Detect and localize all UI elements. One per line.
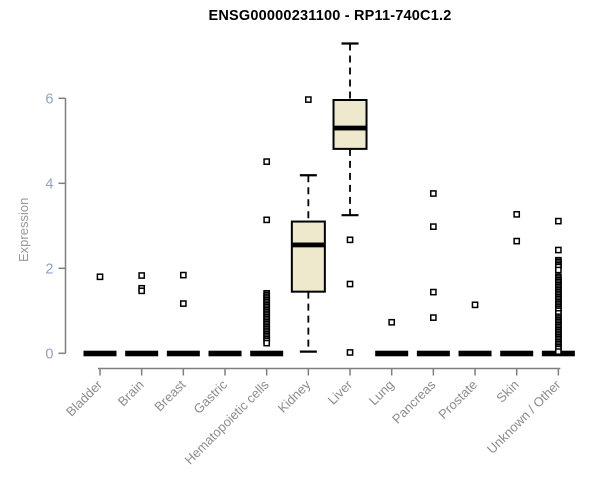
x-tick-label: Breast: [151, 377, 188, 414]
outlier-point: [346, 280, 354, 288]
box-6: [332, 99, 368, 150]
outlier-point: [263, 216, 271, 224]
outlier-point: [430, 288, 437, 296]
x-tick-label: Pancreas: [389, 377, 439, 427]
outlier-point: [263, 158, 271, 165]
outlier-point: [179, 271, 187, 279]
outlier-point: [513, 210, 521, 218]
median-line: [333, 125, 367, 131]
x-tick-label: Skin: [493, 377, 521, 405]
zero-box-3: [208, 350, 242, 357]
zero-box-1: [125, 350, 159, 357]
zero-box-0: [83, 350, 117, 357]
outlier-point: [96, 273, 104, 281]
outlier-point: [263, 339, 271, 347]
x-tick-label: Unknown / Other: [484, 377, 564, 457]
outlier-point: [346, 236, 354, 244]
y-tick-label: 0: [45, 346, 53, 362]
zero-box-4: [250, 350, 284, 357]
outlier-point: [138, 287, 146, 295]
outlier-point: [555, 266, 562, 274]
y-tick-label: 4: [45, 176, 53, 192]
median-line: [291, 242, 325, 248]
x-tick-label: Gastric: [190, 377, 230, 417]
outlier-point: [430, 223, 437, 231]
outlier-point: [346, 349, 354, 356]
x-tick-label: Lung: [366, 377, 397, 408]
x-tick-label: Kidney: [275, 377, 314, 416]
zero-box-7: [375, 350, 409, 357]
outlier-point: [471, 301, 479, 309]
outlier-point: [555, 246, 562, 254]
chart-title: ENSG00000231100 - RP11-740C1.2: [208, 8, 452, 24]
outlier-point: [430, 314, 437, 321]
zero-box-10: [500, 350, 534, 357]
zero-box-2: [166, 350, 200, 357]
x-tick-label: Bladder: [63, 377, 106, 420]
outlier-point: [555, 348, 562, 355]
x-tick-label: Prostate: [435, 377, 480, 422]
outlier-point: [430, 190, 437, 197]
outlier-point: [388, 318, 396, 326]
outlier-point: [179, 300, 187, 307]
outlier-point: [305, 96, 312, 103]
box-5: [290, 220, 326, 293]
x-tick-label: Liver: [325, 377, 356, 408]
outlier-point: [513, 237, 521, 245]
zero-box-9: [458, 350, 492, 357]
x-tick-label: Brain: [115, 377, 147, 409]
zero-box-8: [416, 350, 450, 357]
outlier-point: [555, 217, 562, 225]
outlier-point: [138, 272, 146, 279]
y-tick-label: 2: [45, 261, 53, 277]
y-tick-label: 6: [45, 91, 53, 107]
